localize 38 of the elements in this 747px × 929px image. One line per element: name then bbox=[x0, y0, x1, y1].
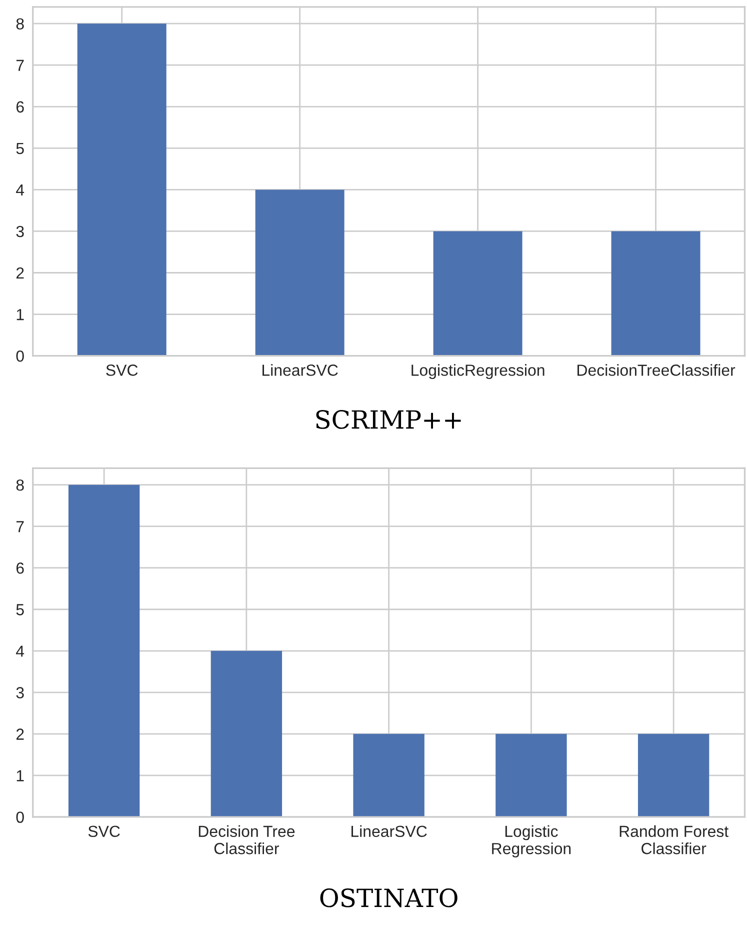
y-tick-label: 2 bbox=[16, 728, 24, 740]
x-tick-label: Random Forest Classifier bbox=[620, 825, 728, 854]
y-tick-label: 2 bbox=[16, 267, 24, 279]
y-tick-label: 1 bbox=[16, 309, 24, 320]
y-tick-label: 6 bbox=[16, 562, 24, 574]
bar bbox=[255, 190, 344, 356]
y-tick-label: 1 bbox=[16, 770, 24, 782]
x-tick-label: DecisionTreeClassifier bbox=[578, 364, 736, 376]
x-tick-label: SVC bbox=[106, 364, 138, 376]
x-axis-title: SCRIMP++ bbox=[316, 410, 461, 429]
y-tick-label: 4 bbox=[16, 184, 24, 196]
x-tick-label: LinearSVC bbox=[262, 364, 338, 376]
bar bbox=[433, 231, 522, 356]
y-tick-label: 6 bbox=[16, 101, 24, 113]
bar bbox=[496, 734, 567, 817]
x-tick-label: Decision Tree Classifier bbox=[198, 825, 295, 854]
bar bbox=[77, 24, 166, 356]
y-tick-label: 8 bbox=[16, 479, 24, 491]
x-axis-title: OSTINATO bbox=[320, 888, 458, 908]
bar bbox=[611, 231, 700, 356]
bar bbox=[68, 484, 140, 817]
x-tick-label: Logistic Regression bbox=[492, 825, 571, 858]
y-tick-label: 7 bbox=[16, 521, 24, 532]
x-tick-label: SVC bbox=[88, 826, 120, 838]
y-tick-label: 8 bbox=[16, 18, 24, 30]
bar bbox=[210, 650, 282, 817]
y-tick-label: 0 bbox=[16, 812, 24, 823]
y-tick-label: 5 bbox=[16, 142, 24, 154]
x-tick-label: LinearSVC bbox=[352, 825, 427, 838]
y-tick-label: 4 bbox=[16, 646, 24, 657]
bar bbox=[638, 734, 710, 817]
y-tick-label: 3 bbox=[16, 687, 24, 698]
y-tick-label: 0 bbox=[16, 350, 24, 362]
y-tick-label: 7 bbox=[16, 60, 24, 71]
y-tick-label: 5 bbox=[16, 604, 24, 616]
x-tick-label: LogisticRegression bbox=[412, 364, 544, 380]
y-tick-label: 3 bbox=[16, 226, 24, 238]
bar bbox=[353, 734, 424, 817]
